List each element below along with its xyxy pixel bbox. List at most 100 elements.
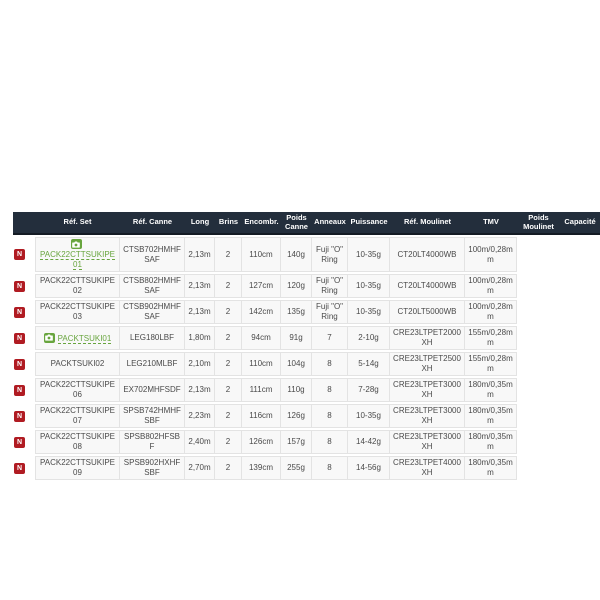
cell-puissance: 10-35g — [348, 237, 390, 273]
new-product-badge-icon: N — [14, 332, 25, 344]
cell-poids_canne: 110g — [281, 378, 312, 403]
cell-poids_moulinet-empty — [517, 404, 560, 429]
cell-ref_canne: SPSB802HFSBF — [120, 430, 185, 455]
new-badge-cell: N — [13, 456, 35, 480]
cell-ref_set: PACK22CTTSUKIPE02 — [35, 274, 120, 299]
cell-brins: 2 — [215, 430, 242, 455]
cell-ref_set: PACK22CTTSUKIPE03 — [35, 300, 120, 325]
cell-brins: 2 — [215, 352, 242, 377]
cell-ref_moulinet: CRE23LTPET3000XH — [390, 378, 465, 403]
column-header-long: Long — [185, 212, 215, 236]
table-row: N PACK22CTTSUKIPE02 CTSB802HMHFSAF 2,13m 2 12… — [13, 274, 600, 299]
cell-puissance: 5-14g — [348, 352, 390, 377]
cell-ref_set: PACKTSUKI02 — [35, 352, 120, 377]
spec-table: Réf. Set Réf. Canne Long Brins Encombr. Poids… — [13, 210, 600, 482]
cell-capacite-empty — [560, 326, 600, 351]
camera-icon — [70, 239, 82, 250]
cell-ref_moulinet: CT20LT4000WB — [390, 274, 465, 299]
cell-capacite-empty — [560, 456, 600, 481]
new-badge-cell: N — [13, 274, 35, 298]
product-link[interactable]: PACK22CTTSUKIPE01 — [40, 250, 115, 271]
cell-encombr: 127cm — [242, 274, 281, 299]
cell-puissance: 14-56g — [348, 456, 390, 481]
cell-long: 2,70m — [185, 456, 215, 481]
new-badge-cell: N — [13, 237, 35, 272]
cell-encombr: 116cm — [242, 404, 281, 429]
cell-encombr: 94cm — [242, 326, 281, 351]
cell-capacite-empty — [560, 404, 600, 429]
cell-anneaux: 8 — [312, 430, 348, 455]
product-link[interactable]: PACKTSUKI01 — [57, 333, 112, 344]
cell-long: 1,80m — [185, 326, 215, 351]
column-header-ref_set: Réf. Set — [35, 212, 120, 236]
column-header-encombr: Encombr. — [242, 212, 281, 236]
cell-poids_canne: 140g — [281, 237, 312, 273]
cell-ref_set: PACK22CTTSUKIPE07 — [35, 404, 120, 429]
cell-poids_canne: 126g — [281, 404, 312, 429]
cell-encombr: 139cm — [242, 456, 281, 481]
cell-poids_canne: 104g — [281, 352, 312, 377]
cell-ref_canne: SPSB902HXHFSBF — [120, 456, 185, 481]
cell-tmv: 155m/0,28mm — [465, 326, 517, 351]
cell-brins: 2 — [215, 378, 242, 403]
cell-ref_canne: LEG210MLBF — [120, 352, 185, 377]
new-product-badge-icon: N — [14, 436, 25, 448]
new-badge-cell: N — [13, 352, 35, 376]
cell-poids_moulinet-empty — [517, 378, 560, 403]
camera-icon — [72, 241, 80, 248]
cell-tmv: 180m/0,35mm — [465, 404, 517, 429]
cell-encombr: 111cm — [242, 378, 281, 403]
product-spec-table: Réf. Set Réf. Canne Long Brins Encombr. Poids… — [13, 210, 600, 482]
cell-ref_canne: CTSB802HMHFSAF — [120, 274, 185, 299]
cell-encombr: 110cm — [242, 237, 281, 273]
new-badge-cell: N — [13, 300, 35, 324]
cell-long: 2,13m — [185, 274, 215, 299]
column-header-brins: Brins — [215, 212, 242, 236]
cell-long: 2,40m — [185, 430, 215, 455]
cell-poids_canne: 157g — [281, 430, 312, 455]
camera-icon — [43, 332, 55, 343]
cell-capacite-empty — [560, 352, 600, 377]
camera-icon — [45, 334, 54, 341]
cell-ref_moulinet: CRE23LTPET2000XH — [390, 326, 465, 351]
cell-tmv: 100m/0,28mm — [465, 300, 517, 325]
table-row: N PACK22CTTSUKIPE09 SPSB902HXHFSBF 2,70m 2 13… — [13, 456, 600, 481]
cell-brins: 2 — [215, 456, 242, 481]
cell-tmv: 100m/0,28mm — [465, 237, 517, 273]
column-header-tmv: TMV — [465, 212, 517, 236]
new-product-badge-icon: N — [14, 280, 25, 292]
cell-long: 2,10m — [185, 352, 215, 377]
cell-puissance: 2-10g — [348, 326, 390, 351]
cell-anneaux: 8 — [312, 352, 348, 377]
new-badge-cell: N — [13, 326, 35, 350]
new-product-badge-icon: N — [14, 358, 25, 370]
cell-anneaux: 8 — [312, 378, 348, 403]
cell-poids_moulinet-empty — [517, 300, 560, 325]
cell-poids_canne: 255g — [281, 456, 312, 481]
cell-encombr: 126cm — [242, 430, 281, 455]
cell-poids_moulinet-empty — [517, 274, 560, 299]
column-header-capacite: Capacité — [560, 212, 600, 236]
column-header-poids_moulinet: Poids Moulinet — [517, 212, 560, 236]
cell-ref_canne: CTSB702HMHFSAF — [120, 237, 185, 273]
cell-poids_canne: 91g — [281, 326, 312, 351]
cell-ref_canne: EX702MHFSDF — [120, 378, 185, 403]
new-product-badge-icon: N — [14, 462, 25, 474]
cell-ref_moulinet: CRE23LTPET3000XH — [390, 404, 465, 429]
cell-brins: 2 — [215, 326, 242, 351]
cell-ref_moulinet: CRE23LTPET4000XH — [390, 456, 465, 481]
cell-puissance: 10-35g — [348, 404, 390, 429]
cell-anneaux: 8 — [312, 404, 348, 429]
cell-capacite-empty — [560, 430, 600, 455]
table-row: N PACKTSUKI01 LEG180LBF 1,80m 2 94cm 91g 7 2-10g… — [13, 326, 600, 351]
new-badge-cell: N — [13, 404, 35, 428]
cell-ref_moulinet: CT20LT5000WB — [390, 300, 465, 325]
table-row: N PACK22CTTSUKIPE07 SPSB742HMHFSBF 2,23m 2 11… — [13, 404, 600, 429]
cell-puissance: 10-35g — [348, 274, 390, 299]
cell-anneaux: Fuji "O" Ring — [312, 237, 348, 273]
column-header-puissance: Puissance — [348, 212, 390, 236]
cell-capacite-empty — [560, 300, 600, 325]
column-header-ref_moulinet: Réf. Moulinet — [390, 212, 465, 236]
cell-brins: 2 — [215, 300, 242, 325]
